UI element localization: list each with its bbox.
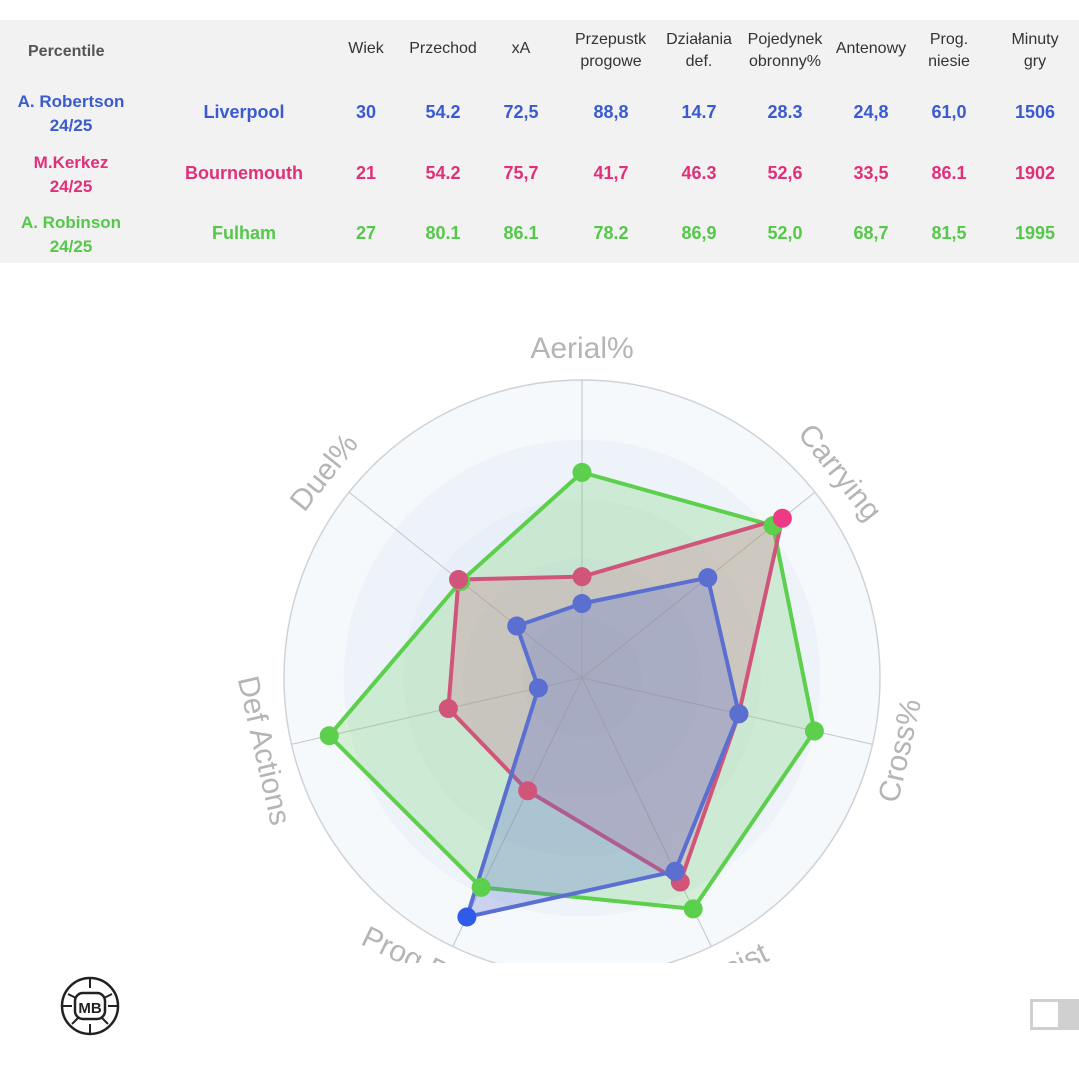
axis-label: Aerial% <box>530 332 633 365</box>
data-point <box>438 699 458 719</box>
data-point <box>457 907 477 927</box>
data-point <box>449 570 469 590</box>
data-point <box>507 616 527 636</box>
team-name: Bournemouth <box>185 163 303 183</box>
stats-table: Percentile Wiek Przechod xA Przepustki prog… <box>0 20 1079 263</box>
toggle-switch[interactable] <box>1030 999 1079 1030</box>
logo-text: MB <box>78 1000 101 1017</box>
data-point <box>572 567 592 587</box>
axis-spoke <box>581 677 873 745</box>
player-name: M.Kerkez 24/25 <box>33 153 109 196</box>
data-point <box>683 899 703 919</box>
stat-value: 1506 <box>1014 102 1056 122</box>
data-point <box>572 462 592 482</box>
column-header: xA <box>511 40 531 57</box>
stat-value: 52,0 <box>767 223 803 243</box>
stat-value: 46.3 <box>681 163 717 183</box>
mb-logo: MB <box>60 976 120 1036</box>
stat-value: 54.2 <box>425 163 461 183</box>
stat-value: 1902 <box>1014 163 1056 183</box>
data-point <box>698 568 718 588</box>
stat-value: 81,5 <box>931 223 967 243</box>
stat-value: 28.3 <box>767 102 803 122</box>
stat-value: 30 <box>355 102 377 122</box>
stat-value: 61,0 <box>931 102 967 122</box>
stat-value: 33,5 <box>853 163 889 183</box>
data-point <box>319 726 339 746</box>
data-point <box>665 861 685 881</box>
column-header: Działania def. <box>666 31 732 70</box>
percentile-header: Percentile <box>28 43 105 60</box>
column-header: Prog. niesie <box>928 31 970 70</box>
team-name: Liverpool <box>203 102 285 122</box>
team-name: Fulham <box>211 223 277 243</box>
toggle-knob <box>1033 1002 1058 1027</box>
data-point <box>471 877 491 897</box>
column-header: Pojedynek obronny% <box>747 31 823 70</box>
stat-value: 52,6 <box>767 163 803 183</box>
stat-value: 54.2 <box>425 102 461 122</box>
stat-value: 86.1 <box>503 223 539 243</box>
column-header: Wiek <box>348 40 384 57</box>
player-name: A. Robinson 24/25 <box>20 213 122 256</box>
stat-value: 88,8 <box>593 102 629 122</box>
stat-value: 68,7 <box>853 223 889 243</box>
stat-value: 27 <box>355 223 377 243</box>
data-point <box>572 594 592 613</box>
data-point <box>518 781 538 801</box>
series-area <box>464 575 741 919</box>
stat-value: 1995 <box>1014 223 1056 243</box>
stat-value: 78.2 <box>593 223 629 243</box>
data-point <box>772 508 792 528</box>
stat-value: 14.7 <box>681 102 717 122</box>
stat-value: 86,9 <box>681 223 717 243</box>
data-point <box>729 704 749 724</box>
column-header: Minuty gry <box>1011 31 1059 70</box>
stat-value: 24,8 <box>853 102 889 122</box>
column-header: Przepustki progowe <box>575 31 647 70</box>
data-point <box>528 678 548 698</box>
column-header: Przechod <box>409 40 477 57</box>
stat-value: 21 <box>355 163 377 183</box>
column-header: Antenowy <box>835 40 907 57</box>
axis-label: Cross% <box>872 696 928 806</box>
stat-value: 86.1 <box>931 163 967 183</box>
data-point <box>804 721 824 741</box>
axis-spoke <box>452 677 583 947</box>
stat-value: 72,5 <box>503 102 539 122</box>
stat-value: 41,7 <box>593 163 629 183</box>
player-name: A. Robertson 24/25 <box>17 92 125 135</box>
stat-value: 80.1 <box>425 223 461 243</box>
stat-value: 75,7 <box>503 163 539 183</box>
